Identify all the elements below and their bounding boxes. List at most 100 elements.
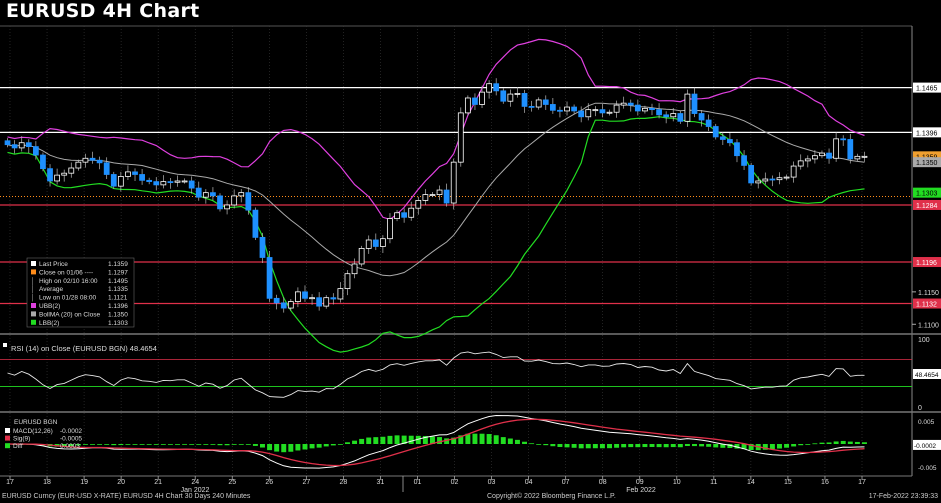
panel-frames	[0, 25, 941, 477]
candle-body	[337, 288, 344, 300]
candle-body	[18, 142, 25, 149]
macd-histogram-bar	[111, 444, 117, 446]
footer-copyright: Copyright© 2022 Bloomberg Finance L.P.	[487, 493, 616, 500]
macd-histogram-bar	[557, 444, 563, 447]
candle-body	[32, 146, 39, 156]
candle-body	[840, 138, 847, 141]
candle-body	[195, 187, 202, 198]
candle-body	[464, 97, 471, 114]
candle-body	[61, 172, 68, 176]
candle-body	[167, 181, 174, 184]
macd-legend-value: -0.0002	[60, 428, 82, 435]
macd-histogram-bar	[132, 444, 138, 445]
candle-body	[578, 110, 585, 118]
candle-body	[96, 159, 103, 164]
macd-histogram-bar	[592, 444, 598, 449]
legend-value: 1.1350	[108, 311, 128, 318]
macd-histogram-bar	[295, 444, 301, 451]
macd-histogram-bar	[366, 437, 372, 444]
candle-body	[68, 167, 75, 174]
candle-body	[89, 157, 96, 161]
candle-body	[224, 204, 230, 210]
macd-histogram-bar	[599, 444, 605, 449]
macd-histogram-bar	[607, 444, 612, 449]
macd-histogram-bar	[649, 444, 655, 447]
candle-body	[365, 239, 372, 249]
price-tick-label: 1.1100	[918, 322, 939, 329]
candle-body	[691, 93, 698, 114]
candle-body	[769, 178, 776, 181]
candle-body	[153, 181, 160, 186]
candle-body	[634, 104, 641, 112]
date-tick-label: 02	[451, 479, 459, 486]
macd-histogram-bar	[550, 444, 556, 447]
candle-body	[500, 90, 507, 102]
candle-body	[620, 102, 627, 106]
candle-body	[649, 107, 655, 111]
candle-body	[110, 174, 117, 187]
candle-body	[549, 104, 556, 111]
footer-timestamp: 17-Feb-2022 23:39:33	[868, 493, 938, 500]
candle-body	[755, 180, 762, 184]
candle-body	[210, 192, 216, 197]
macd-histogram-bar	[677, 444, 683, 448]
macd-histogram-bar	[401, 435, 407, 444]
date-tick-label: 24	[191, 479, 199, 486]
candle-body	[132, 171, 138, 175]
candle-body	[450, 161, 457, 204]
macd-histogram-bar	[182, 443, 188, 445]
macd-histogram-bar	[394, 435, 400, 444]
macd-legend-label: Diff	[13, 443, 23, 450]
candle-body	[287, 301, 294, 309]
date-tick-label: 14	[747, 479, 755, 486]
main-legend: Last Price 1.1359 Close on 01/06 ---- 1.129…	[26, 257, 135, 328]
price-tag-label: 1.1196	[916, 260, 937, 267]
macd-histogram-bar	[713, 444, 719, 448]
macd-signal-line	[7, 418, 865, 467]
macd-histogram-bar	[429, 436, 435, 444]
macd-histogram-bar	[529, 443, 535, 445]
rsi-tick-label: 100	[918, 337, 930, 344]
macd-histogram-bar	[543, 444, 549, 446]
macd-histogram-bar	[61, 444, 67, 447]
macd-histogram-bar	[769, 444, 775, 450]
macd-histogram-bar	[125, 444, 131, 445]
macd-histogram-bar	[514, 439, 520, 444]
macd-histogram-bar	[210, 444, 216, 445]
macd-histogram-bar	[288, 444, 294, 452]
legend-label: UBB(2)	[39, 303, 60, 310]
legend-value: 1.1335	[108, 286, 128, 293]
macd-legend-label: MACD(12,26)	[13, 428, 53, 435]
price-tag-label: 1.1303	[916, 191, 938, 198]
rsi-tick-label: 0	[918, 405, 922, 412]
macd-histogram-bar	[437, 437, 443, 444]
date-tick-label: 09	[636, 479, 644, 486]
candle-body	[117, 176, 124, 187]
candle-body	[11, 144, 18, 149]
candle-body	[847, 139, 854, 160]
candle-body	[833, 138, 840, 159]
candle-body	[479, 91, 485, 105]
candle-body	[54, 174, 60, 182]
macd-histogram-bar	[798, 444, 804, 446]
macd-legend-value: -0.0005	[60, 436, 82, 443]
macd-histogram-bar	[571, 444, 577, 448]
macd-histogram-bar	[564, 444, 570, 448]
macd-histogram-bar	[344, 442, 350, 444]
candle-body	[266, 257, 273, 299]
macd-histogram-bar	[522, 441, 528, 444]
macd-histogram-bar	[380, 436, 386, 444]
macd-tick-label: 0.005	[918, 419, 935, 426]
macd-histogram-bar	[408, 435, 414, 444]
legend-label: High on 02/10 16:00	[39, 278, 98, 285]
candle-body	[472, 97, 478, 105]
price-tag	[913, 157, 941, 168]
grid-lines	[9, 26, 863, 476]
candle-body	[493, 83, 500, 92]
date-tick-label: 08	[599, 479, 607, 486]
candle-body	[826, 152, 832, 159]
macd-histogram-bar	[706, 444, 712, 447]
macd-legend-swatch	[5, 443, 10, 449]
legend-label: Low on 01/28 08:00	[39, 295, 96, 302]
macd-histogram-bar	[741, 444, 747, 450]
